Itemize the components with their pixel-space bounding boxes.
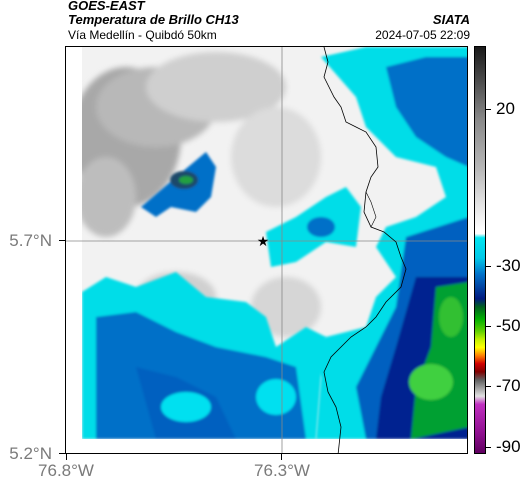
lat-label-5-7: 5.7°N [9, 231, 52, 250]
cbar-label-neg70: -70 [496, 376, 521, 395]
satellite-map: ★ [65, 46, 468, 454]
satellite-source-title: GOES-EAST [68, 0, 145, 13]
product-title: Temperatura de Brillo CH13 [68, 12, 239, 27]
cbar-tick [486, 447, 491, 448]
lon-tick [66, 454, 67, 460]
colorbar [474, 46, 486, 454]
cbar-label-neg30: -30 [496, 256, 521, 275]
cbar-tick [486, 109, 491, 110]
lat-label-5-2: 5.2°N [9, 444, 52, 463]
cbar-tick [486, 326, 491, 327]
lat-tick [59, 453, 65, 454]
cbar-tick [486, 266, 491, 267]
lat-tick [59, 240, 65, 241]
border-line [323, 47, 407, 453]
lon-tick [281, 454, 282, 460]
cbar-label-neg90: -90 [496, 437, 521, 456]
cbar-label-neg50: -50 [496, 316, 521, 335]
region-subtitle: Vía Medellín - Quibdó 50km [68, 28, 217, 42]
cbar-tick [486, 386, 491, 387]
location-star-icon: ★ [257, 234, 270, 250]
organization-label: SIATA [432, 12, 470, 27]
lon-label-76-3: 76.3°W [254, 461, 310, 480]
lon-label-76-8: 76.8°W [38, 461, 94, 480]
timestamp-label: 2024-07-05 22:09 [375, 28, 470, 42]
satellite-imagery: ★ [66, 47, 467, 453]
cbar-label-20: 20 [496, 99, 515, 118]
